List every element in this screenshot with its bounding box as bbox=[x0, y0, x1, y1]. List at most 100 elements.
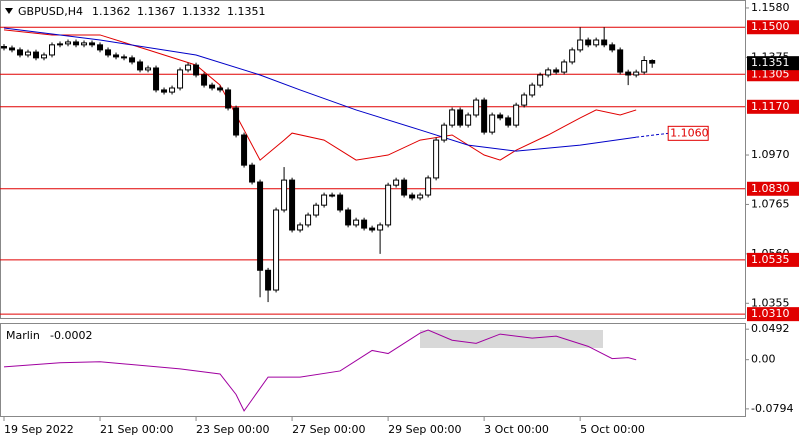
projection-label: 1.1060 bbox=[670, 126, 709, 139]
candle-body bbox=[129, 57, 136, 63]
candle-body bbox=[369, 227, 376, 231]
ohlc-low: 1.1332 bbox=[182, 5, 221, 18]
level-label-bg bbox=[747, 307, 799, 322]
y-tick-label: 0.0492 bbox=[751, 322, 790, 335]
candle-body bbox=[409, 194, 416, 199]
last-price: 1.1351 bbox=[751, 56, 790, 69]
candle-body bbox=[337, 194, 344, 211]
ohlc-close: 1.1351 bbox=[227, 5, 266, 18]
candle-body bbox=[417, 194, 424, 199]
candle-body bbox=[457, 109, 464, 126]
candle-body bbox=[273, 209, 280, 291]
level-label-bg bbox=[747, 99, 799, 114]
candle-body bbox=[537, 74, 544, 86]
ohlc-high: 1.1367 bbox=[137, 5, 176, 18]
candle-body bbox=[329, 194, 336, 197]
indicator-panel bbox=[0, 323, 746, 417]
candle-body bbox=[57, 43, 64, 46]
main-panel bbox=[0, 0, 746, 319]
candle-body bbox=[561, 61, 568, 73]
y-tick-label: 1.1580 bbox=[751, 1, 790, 14]
candle-body bbox=[121, 56, 128, 59]
ohlc-open: 1.1362 bbox=[92, 5, 131, 18]
candle-body bbox=[25, 51, 32, 56]
candle-body bbox=[625, 71, 632, 76]
candle-body bbox=[161, 89, 168, 93]
candle-body bbox=[113, 54, 120, 58]
candle-body bbox=[545, 69, 552, 76]
candle-body bbox=[297, 224, 304, 231]
candle-body bbox=[105, 49, 112, 56]
indicator-value: -0.0002 bbox=[50, 329, 92, 342]
candle-body bbox=[65, 41, 72, 45]
shaded-zone bbox=[420, 330, 603, 348]
x-tick-label: 29 Sep 00:00 bbox=[388, 423, 461, 436]
y-tick-label: 1.0970 bbox=[751, 148, 790, 161]
candle-body bbox=[569, 49, 576, 63]
candle-body bbox=[1, 46, 8, 49]
candle-body bbox=[441, 124, 448, 141]
candle-body bbox=[89, 42, 96, 46]
candle-body bbox=[601, 39, 608, 46]
candle-body bbox=[209, 84, 216, 89]
candle-body bbox=[361, 219, 368, 229]
overlay-line bbox=[3, 27, 637, 152]
candle-body bbox=[321, 194, 328, 206]
x-tick-label: 3 Oct 00:00 bbox=[484, 423, 549, 436]
candle-body bbox=[497, 114, 504, 119]
candle-body bbox=[241, 134, 248, 166]
candle-body bbox=[145, 67, 152, 71]
indicator-line bbox=[3, 329, 637, 412]
candle-body bbox=[49, 44, 56, 56]
candle-body bbox=[9, 47, 16, 51]
candle-body bbox=[425, 177, 432, 196]
candle-body bbox=[521, 94, 528, 106]
candle-body bbox=[289, 179, 296, 231]
x-tick-label: 5 Oct 00:00 bbox=[580, 423, 645, 436]
candle-body bbox=[81, 42, 88, 46]
y-tick-label: 1.0765 bbox=[751, 197, 790, 210]
candle-body bbox=[617, 49, 624, 73]
level-label: 1.0310 bbox=[751, 307, 790, 320]
level-label: 1.0830 bbox=[751, 182, 790, 195]
candle-body bbox=[401, 179, 408, 196]
candle-body bbox=[41, 54, 48, 59]
candle-body bbox=[193, 64, 200, 76]
candle-body bbox=[489, 114, 496, 133]
y-tick-label: 1.0355 bbox=[751, 296, 790, 309]
level-label-bg bbox=[747, 20, 799, 35]
candle-body bbox=[385, 184, 392, 226]
candle-body bbox=[345, 209, 352, 226]
x-tick-label: 27 Sep 00:00 bbox=[292, 423, 365, 436]
candle-body bbox=[281, 179, 288, 211]
candle-body bbox=[249, 164, 256, 183]
candle-body bbox=[33, 51, 40, 59]
candle-body bbox=[201, 74, 208, 86]
candle-body bbox=[649, 60, 656, 64]
symbol: GBPUSD,H4 bbox=[18, 5, 83, 18]
candle-body bbox=[137, 61, 144, 71]
x-tick-label: 21 Sep 00:00 bbox=[100, 423, 173, 436]
overlay-line bbox=[3, 29, 637, 161]
candle-body bbox=[233, 107, 240, 136]
candle-body bbox=[585, 39, 592, 46]
candle-body bbox=[513, 104, 520, 126]
candle-body bbox=[313, 204, 320, 216]
candle-body bbox=[449, 109, 456, 126]
candle-body bbox=[169, 87, 176, 93]
candle-body bbox=[265, 269, 272, 291]
indicator-name: Marlin bbox=[6, 329, 40, 342]
candle-body bbox=[353, 219, 360, 226]
candle-body bbox=[505, 117, 512, 126]
candle-body bbox=[641, 60, 648, 73]
menu-arrow[interactable] bbox=[5, 8, 13, 14]
candle-body bbox=[305, 214, 312, 226]
overlay-line bbox=[636, 132, 669, 138]
candle-body bbox=[217, 87, 224, 91]
y-tick-label: -0.0794 bbox=[751, 402, 793, 415]
candle-body bbox=[433, 139, 440, 179]
candle-body bbox=[529, 84, 536, 96]
level-label: 1.1170 bbox=[751, 100, 790, 113]
level-label-bg bbox=[747, 252, 799, 267]
